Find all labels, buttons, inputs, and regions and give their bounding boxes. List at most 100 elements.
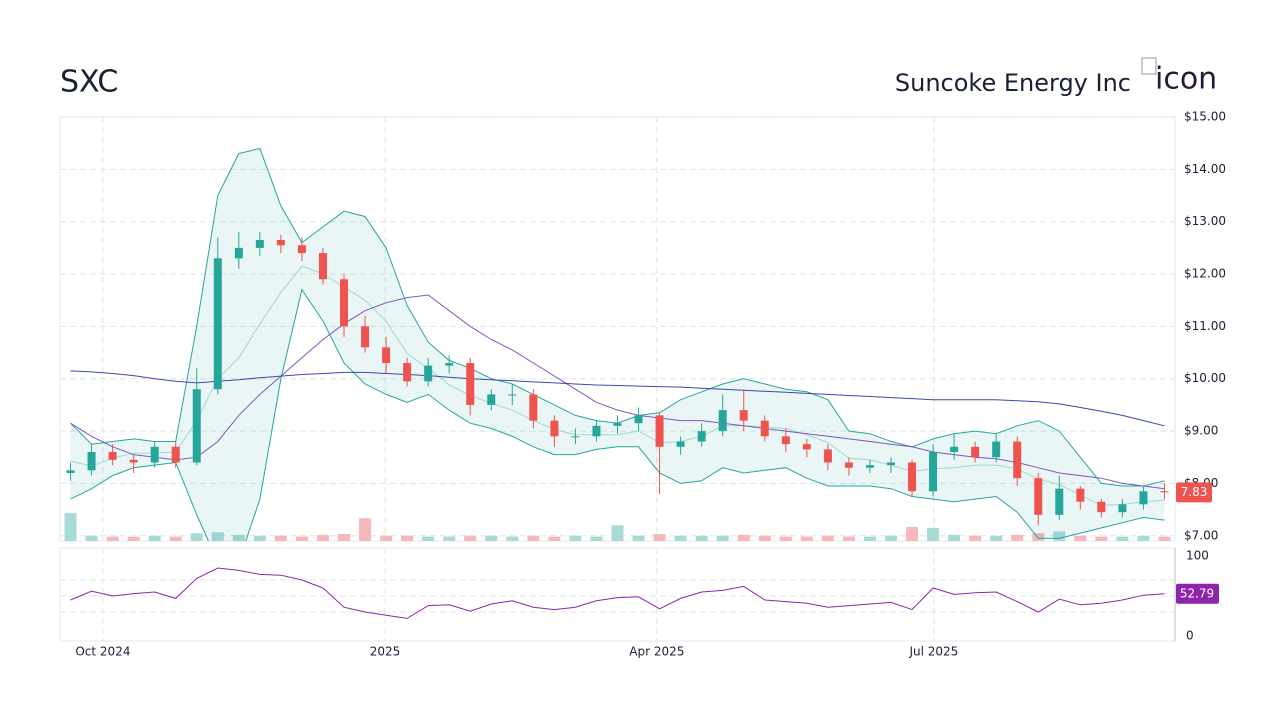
candle-body	[823, 449, 832, 463]
volume-bar	[611, 525, 624, 541]
volume-bar	[506, 536, 519, 541]
volume-bar	[1074, 535, 1087, 541]
candle-body	[529, 394, 538, 421]
candle-body	[234, 247, 243, 259]
broken-image-icon	[1141, 57, 1157, 75]
rsi-line	[70, 567, 1165, 619]
volume-bar	[906, 527, 919, 541]
candle-body	[192, 389, 201, 463]
volume-bar	[106, 536, 119, 541]
volume-bar	[1137, 535, 1150, 541]
volume-bar	[716, 535, 729, 541]
candle-body	[929, 452, 938, 492]
candle-body	[340, 279, 349, 327]
volume-bar	[548, 536, 561, 541]
rsi-panel-frame	[59, 547, 1176, 642]
volume-bar	[1032, 533, 1045, 541]
y-tick-label: $7.00	[1184, 528, 1218, 542]
volume-bar	[1116, 536, 1129, 541]
rsi-badge	[1176, 583, 1219, 604]
x-tick-label: Jul 2025	[908, 645, 958, 659]
volume-bar	[422, 536, 435, 541]
candle-body	[424, 365, 433, 382]
candle-body	[592, 425, 601, 437]
y-tick-label: $12.00	[1184, 267, 1226, 281]
volume-bar	[464, 535, 477, 541]
candle-body	[718, 410, 727, 432]
candle-body	[613, 423, 622, 426]
candle-body	[950, 446, 959, 453]
price-plot	[64, 147, 1171, 541]
candle-body	[129, 459, 138, 463]
candle-body	[1160, 491, 1169, 493]
candle-body	[108, 452, 117, 460]
volume-bar	[948, 534, 961, 541]
volume-bar	[927, 527, 940, 541]
candle-body	[487, 394, 496, 405]
candle-body	[150, 446, 159, 463]
bollinger-middle	[70, 265, 1165, 506]
volume-bar	[1158, 536, 1171, 541]
candle-body	[1034, 478, 1043, 515]
candle-body	[781, 436, 790, 445]
volume-bar	[338, 534, 351, 541]
candle-body	[697, 431, 706, 442]
rsi-tick-label: 100	[1186, 549, 1209, 563]
candle-body	[213, 258, 222, 390]
candle-body	[1118, 504, 1127, 513]
candle-body	[1013, 441, 1022, 479]
candle-body	[844, 462, 853, 468]
rsi-last-label: 52.79	[1180, 586, 1214, 600]
volume-bar	[527, 535, 540, 541]
volume-bar	[169, 536, 182, 541]
candle-body	[1076, 488, 1085, 502]
volume-bar	[569, 535, 582, 541]
volume-bar	[190, 533, 203, 541]
candle-body	[276, 240, 285, 246]
bollinger-lower	[70, 288, 1165, 541]
volume-bar	[737, 534, 750, 541]
candle-body	[1139, 491, 1148, 505]
candle-body	[676, 441, 685, 447]
volume-bar	[295, 536, 308, 541]
candle-body	[361, 326, 370, 348]
candle-body	[445, 363, 454, 366]
volume-bar	[316, 534, 329, 541]
volume-bar	[401, 535, 414, 541]
volume-bar	[148, 535, 161, 541]
volume-bar	[127, 536, 140, 541]
candle-body	[1055, 488, 1064, 515]
candle-body	[971, 446, 980, 458]
candle-body	[655, 415, 664, 447]
y-tick-label: $10.00	[1184, 371, 1226, 385]
candle-body	[802, 444, 811, 450]
moving-average	[70, 370, 1165, 427]
candle-body	[66, 470, 75, 473]
candle-body	[739, 410, 748, 421]
volume-bar	[990, 535, 1003, 541]
volume-bar	[274, 535, 287, 541]
candle-body	[634, 415, 643, 424]
volume-bar	[842, 536, 855, 541]
volume-bar	[485, 535, 498, 541]
candle-body	[318, 253, 327, 280]
volume-bar	[653, 534, 666, 541]
volume-bar	[821, 535, 834, 541]
volume-bar	[779, 536, 792, 541]
candle-body	[992, 441, 1001, 458]
volume-bar	[884, 535, 897, 541]
y-tick-label: $9.00	[1184, 424, 1218, 438]
volume-bar	[85, 535, 98, 541]
volume-bar	[359, 518, 372, 541]
bollinger-area	[70, 148, 1165, 541]
volume-bar	[863, 536, 876, 541]
y-tick-label: $13.00	[1184, 214, 1226, 228]
volume-bar	[64, 513, 77, 541]
volume-bar	[674, 535, 687, 541]
volume-bar	[1095, 536, 1108, 541]
volume-bar	[443, 536, 456, 541]
candle-body	[886, 462, 895, 466]
x-tick-label: Apr 2025	[629, 645, 684, 659]
candle-body	[255, 240, 264, 248]
